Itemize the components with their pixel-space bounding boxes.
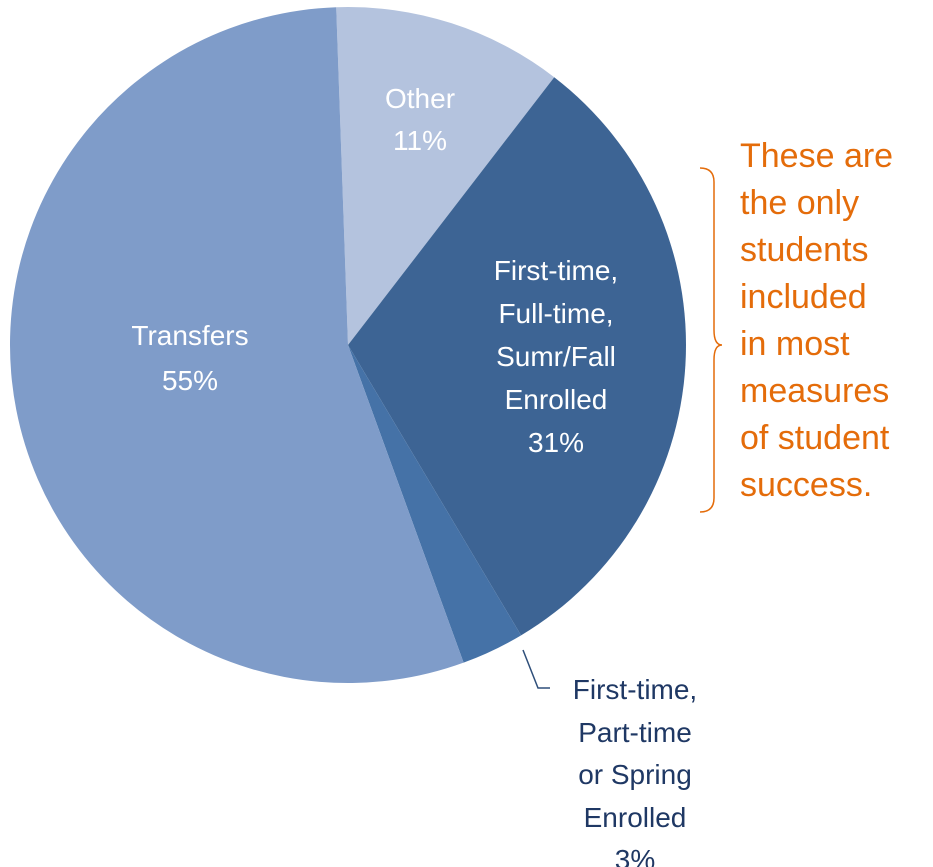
annotation: These are the only students included in …: [740, 137, 894, 504]
value-label: 55%: [161, 365, 219, 396]
slice: [348, 77, 686, 636]
bracket: [699, 167, 723, 513]
slice-label: Other: [384, 83, 456, 114]
slice-label: First-time, Full-time, Sumr/Fall Enrolle…: [493, 255, 619, 415]
value-label: 3%: [614, 844, 656, 867]
slice: [9, 7, 464, 684]
slice-label: Transfers: [131, 320, 249, 351]
slice-label: First-time, Part-time or Spring Enrolled: [572, 674, 698, 833]
value-label: 11%: [393, 125, 447, 156]
value-label: 31%: [527, 427, 585, 458]
slice: [348, 345, 522, 663]
slice: [336, 6, 555, 345]
slices: [9, 6, 686, 684]
leader-line: [522, 649, 550, 689]
